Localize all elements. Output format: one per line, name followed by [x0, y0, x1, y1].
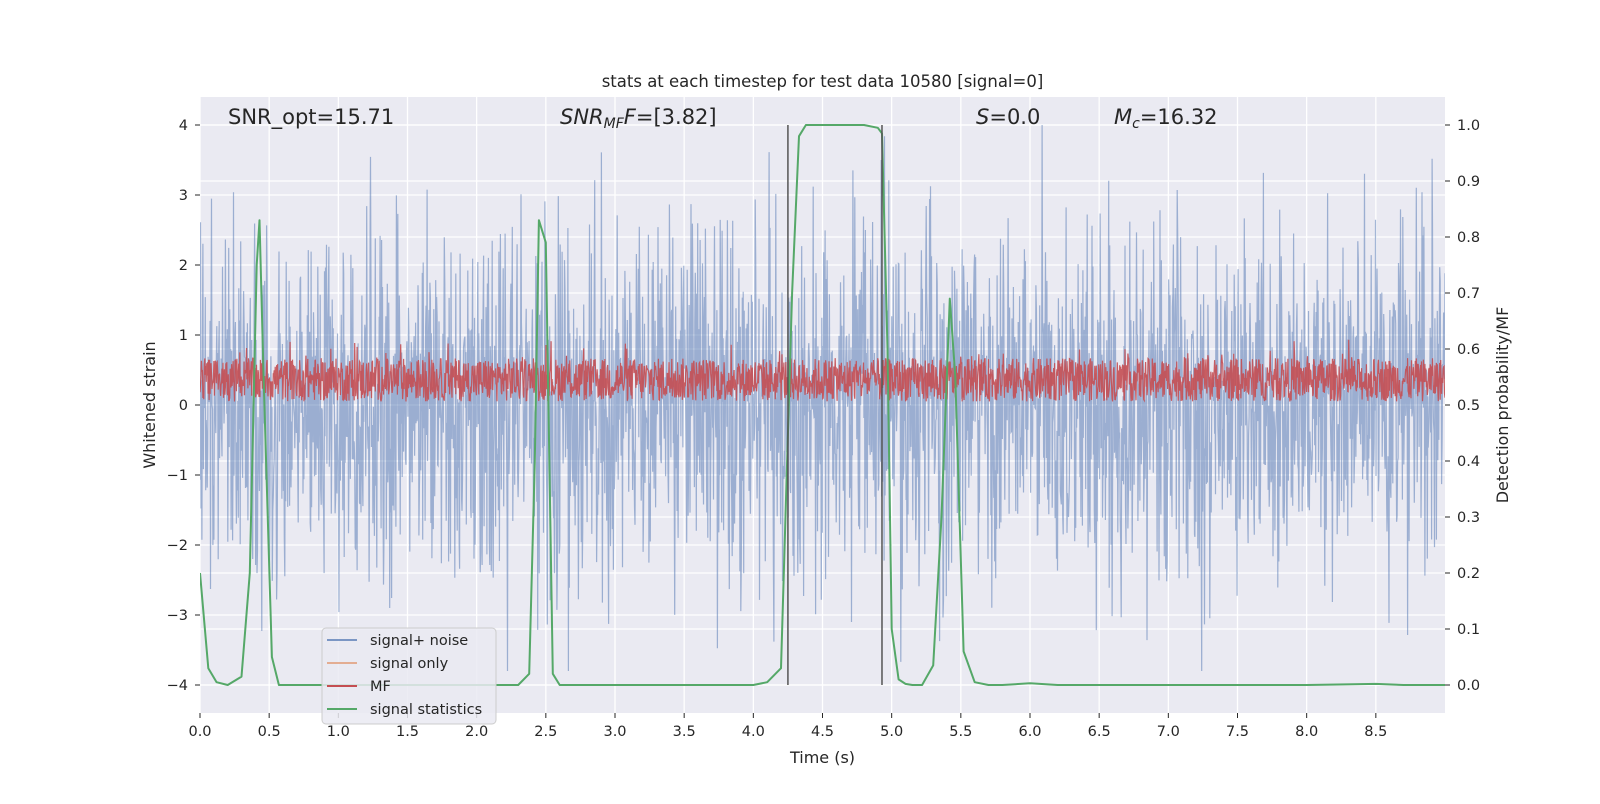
legend-label: signal only	[370, 656, 449, 672]
y2-tick-label: 0.8	[1457, 230, 1480, 246]
y2-tick-label: 0.4	[1457, 454, 1480, 470]
legend-label: signal statistics	[370, 702, 482, 718]
y2-tick-label: 0.7	[1457, 286, 1480, 302]
annotation-mc-value: =16.32	[1140, 105, 1218, 129]
y2-tick-label: 0.1	[1457, 622, 1480, 638]
legend-label: signal+ noise	[370, 633, 468, 649]
y2-tick-label: 0.0	[1457, 678, 1480, 694]
legend-items: signal+ noise signal only MF signal statist…	[327, 633, 482, 718]
annotation-snr-opt: SNR_opt=15.71	[228, 105, 394, 130]
y-tick-label: 2	[179, 258, 188, 274]
y2-tick-label: 0.6	[1457, 342, 1480, 358]
x-tick-label: 8.5	[1364, 724, 1387, 740]
x-tick-label: 4.0	[742, 724, 765, 740]
x-tick-labels: 0.0 0.5 1.0 1.5 2.0 2.5 3.0 3.5 4.0 4.5 5.0 5.5 6.0 6…	[188, 713, 1387, 740]
plot-content	[200, 124, 1445, 686]
x-tick-label: 1.5	[396, 724, 419, 740]
y-axis-label: Whitened strain	[140, 341, 159, 468]
mf-series	[200, 339, 1445, 403]
chart-title: stats at each timestep for test data 105…	[602, 72, 1044, 91]
annotation-snr-mf: SNRMFF=[3.82]	[560, 105, 717, 132]
y2-tick-labels: 0.0 0.1 0.2 0.3 0.4 0.5 0.6 0.7 0.8 0.9 1.0	[1445, 118, 1480, 694]
legend: signal+ noise signal only MF signal statist…	[321, 627, 497, 725]
vertical-markers	[787, 125, 883, 685]
x-tick-label: 6.5	[1088, 724, 1111, 740]
x-tick-label: 4.5	[811, 724, 834, 740]
y-tick-labels: −4 −3 −2 −1 0 1 2 3 4	[167, 118, 200, 694]
annotation-snr-mf-value: =[3.82]	[636, 105, 717, 129]
y-tick-label: −3	[167, 608, 188, 624]
legend-box	[321, 627, 497, 725]
x-tick-label: 0.5	[258, 724, 281, 740]
x-tick-label: 5.5	[949, 724, 972, 740]
x-tick-label: 5.0	[880, 724, 903, 740]
x-tick-label: 2.5	[534, 724, 557, 740]
y-tick-label: 0	[179, 398, 188, 414]
y-tick-label: 4	[179, 118, 188, 134]
y2-tick-label: 0.9	[1457, 174, 1480, 190]
x-tick-label: 7.5	[1226, 724, 1249, 740]
x-tick-label: 2.0	[465, 724, 488, 740]
x-tick-label: 7.0	[1157, 724, 1180, 740]
annotation-mc-symbol: M	[1114, 105, 1132, 129]
y-tick-label: −2	[167, 538, 188, 554]
x-tick-label: 0.0	[188, 724, 211, 740]
y-tick-label: −1	[167, 468, 188, 484]
annotation-snr-mf-base: SNR	[560, 105, 604, 129]
annotation-mc: Mc=16.32	[1114, 105, 1218, 132]
y-tick-label: −4	[167, 678, 188, 694]
y2-tick-label: 1.0	[1457, 118, 1480, 134]
annotation-snr-mf-sub: MF	[604, 116, 625, 132]
x-tick-label: 3.5	[673, 724, 696, 740]
annotation-snr-mf-italic: F	[624, 105, 637, 129]
y2-axis-label: Detection probability/MF	[1493, 307, 1512, 504]
annotation-s-value: =0.0	[989, 105, 1040, 129]
x-tick-label: 6.0	[1018, 724, 1041, 740]
y-tick-label: 3	[179, 188, 188, 204]
y-tick-label: 1	[179, 328, 188, 344]
signal-statistics-line	[200, 124, 1445, 686]
x-tick-label: 1.0	[327, 724, 350, 740]
annotation-s: S=0.0	[976, 105, 1040, 129]
x-tick-label: 3.0	[603, 724, 626, 740]
y2-tick-label: 0.2	[1457, 566, 1480, 582]
annotation-mc-sub: c	[1132, 116, 1140, 132]
legend-label: MF	[370, 679, 391, 695]
y2-tick-label: 0.5	[1457, 398, 1480, 414]
x-axis-label: Time (s)	[789, 748, 855, 767]
annotation-s-symbol: S	[976, 105, 989, 129]
signal-statistics-series	[200, 124, 1445, 686]
x-tick-label: 8.0	[1295, 724, 1318, 740]
mf-line	[200, 339, 1445, 403]
y2-tick-label: 0.3	[1457, 510, 1480, 526]
